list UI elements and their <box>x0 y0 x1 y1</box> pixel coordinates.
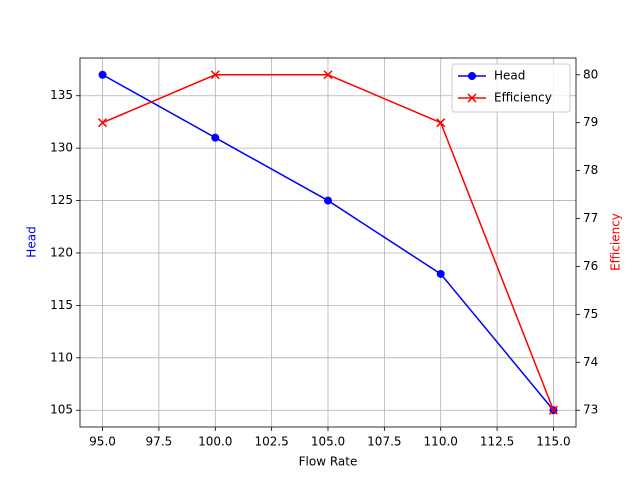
y2-tick-label: 75 <box>583 307 598 321</box>
y-tick-label: 110 <box>50 350 73 364</box>
y2-tick-label: 73 <box>583 403 598 417</box>
y2-tick-label: 74 <box>583 355 598 369</box>
legend-label: Efficiency <box>494 91 552 105</box>
data-point <box>98 118 108 128</box>
x-tick-label: 95.0 <box>89 435 116 449</box>
y2-tick-label: 79 <box>583 115 598 129</box>
legend-label: Head <box>494 69 525 83</box>
data-point <box>323 70 333 80</box>
legend: Head Efficiency <box>451 63 571 113</box>
data-point <box>548 405 558 415</box>
y-axis-label: Head <box>25 226 39 257</box>
data-point-stroke <box>323 70 333 80</box>
x-tick-label: 107.5 <box>367 435 401 449</box>
data-point-stroke <box>436 118 446 128</box>
x-tick-label: 102.5 <box>254 435 288 449</box>
data-point <box>211 133 220 142</box>
y-tick-label: 130 <box>50 141 73 155</box>
data-point-stroke <box>98 118 108 128</box>
data-point <box>210 70 220 80</box>
legend-marker <box>467 93 477 103</box>
y2-tick-label: 76 <box>583 259 598 273</box>
data-point <box>436 118 446 128</box>
plot-frame <box>79 57 577 428</box>
x-tick-label: 112.5 <box>480 435 514 449</box>
y-tick-label: 120 <box>50 245 73 259</box>
y-tick-label: 105 <box>50 403 73 417</box>
y2-axis-label: Efficiency <box>609 213 623 271</box>
y-tick-label: 115 <box>50 298 73 312</box>
y2-tick-label: 80 <box>583 67 598 81</box>
legend-marker-stroke <box>467 93 477 103</box>
y-tick-label: 135 <box>50 88 73 102</box>
data-point-stroke <box>210 70 220 80</box>
x-axis-label: Flow Rate <box>299 455 358 469</box>
x-tick-label: 110.0 <box>424 435 458 449</box>
data-point <box>98 70 107 79</box>
data-point <box>436 269 445 278</box>
legend-marker <box>468 72 476 80</box>
y-tick-label: 125 <box>50 193 73 207</box>
y2-tick-label: 77 <box>583 211 598 225</box>
x-tick-label: 105.0 <box>311 435 345 449</box>
x-tick-label: 115.0 <box>536 435 570 449</box>
data-point <box>324 196 332 205</box>
y2-tick-label: 78 <box>583 163 598 177</box>
data-point-stroke <box>548 405 558 415</box>
x-tick-label: 97.5 <box>146 435 173 449</box>
x-tick-label: 100.0 <box>198 435 232 449</box>
